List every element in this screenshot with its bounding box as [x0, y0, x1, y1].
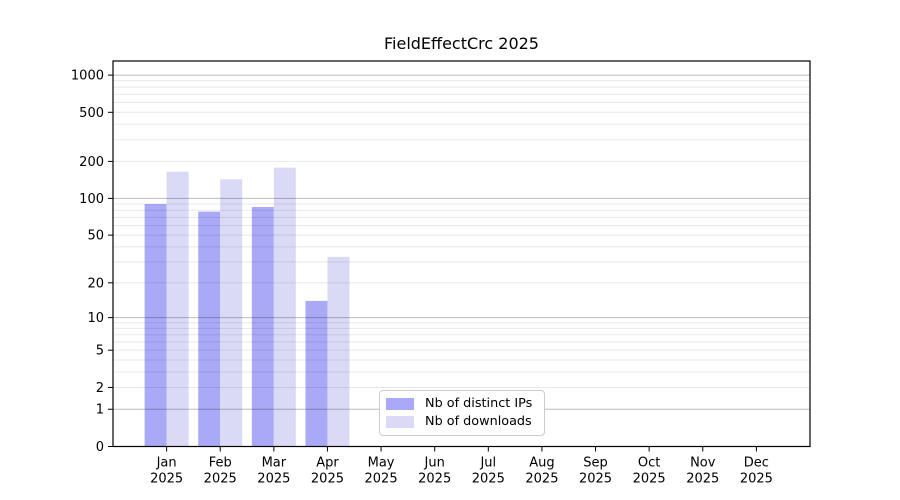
bar-downloads-jan	[166, 171, 189, 447]
x-tick-label-year: 2025	[579, 472, 612, 487]
x-tick-label-month: Apr	[316, 456, 339, 471]
x-tick-label-year: 2025	[150, 472, 183, 487]
chart-title: FieldEffectCrc 2025	[384, 34, 539, 53]
y-tick-label: 20	[87, 276, 104, 291]
x-tick-label-month: Feb	[209, 456, 232, 471]
x-tick-label-month: Jan	[156, 456, 177, 471]
bar-distinct-ips-jan	[144, 204, 167, 447]
x-tick-label-month: Jul	[479, 456, 496, 471]
x-tick-label-year: 2025	[311, 472, 344, 487]
x-tick-label-month: Oct	[638, 456, 660, 471]
legend-label-downloads: Nb of downloads	[425, 413, 532, 429]
x-tick-label-year: 2025	[686, 472, 719, 487]
bar-distinct-ips-feb	[198, 211, 221, 447]
x-tick-label-month: Dec	[744, 456, 769, 471]
y-tick-label: 1000	[71, 69, 104, 84]
x-tick-label-year: 2025	[472, 472, 505, 487]
y-tick-label: 200	[79, 155, 104, 170]
plot-border	[112, 60, 811, 448]
y-tick-label: 1	[96, 403, 104, 418]
bar-downloads-mar	[273, 167, 296, 447]
x-tick-label-year: 2025	[365, 472, 398, 487]
y-tick-label: 10	[87, 311, 104, 326]
x-tick-label-month: Sep	[583, 456, 608, 471]
legend-swatch-distinct-ips	[386, 398, 414, 410]
bar-downloads-apr	[327, 256, 350, 447]
x-tick-label-month: Jun	[424, 456, 445, 471]
x-tick-label-year: 2025	[418, 472, 451, 487]
y-tick-label: 5	[96, 344, 104, 359]
legend-swatch-downloads	[386, 416, 414, 428]
y-tick-label: 500	[79, 106, 104, 121]
legend-item-downloads: Nb of downloads	[386, 415, 536, 429]
y-tick-label: 0	[96, 440, 104, 455]
x-tick-label-year: 2025	[525, 472, 558, 487]
x-tick-label-month: Nov	[690, 456, 716, 471]
y-tick-label: 100	[79, 192, 104, 207]
legend-item-distinct-ips: Nb of distinct IPs	[386, 397, 536, 411]
x-tick-label-month: Aug	[529, 456, 554, 471]
y-tick-label: 50	[87, 229, 104, 244]
legend-label-distinct-ips: Nb of distinct IPs	[425, 395, 533, 411]
x-tick-label-month: Mar	[262, 456, 287, 471]
bar-downloads-feb	[220, 179, 243, 447]
y-tick-label: 2	[96, 381, 104, 396]
x-tick-label-year: 2025	[204, 472, 237, 487]
bar-distinct-ips-apr	[305, 300, 328, 447]
bar-distinct-ips-mar	[251, 207, 274, 447]
x-tick-label-year: 2025	[257, 472, 290, 487]
x-tick-label-year: 2025	[633, 472, 666, 487]
legend: Nb of distinct IPs Nb of downloads	[379, 390, 545, 436]
x-tick-label-month: May	[368, 456, 395, 471]
x-tick-label-year: 2025	[740, 472, 773, 487]
